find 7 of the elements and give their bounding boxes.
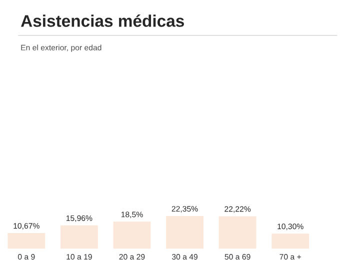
bar <box>166 216 204 249</box>
bar <box>60 225 98 249</box>
chart-title: Asistencias médicas <box>20 14 184 27</box>
bar <box>218 216 256 249</box>
bar <box>113 222 151 249</box>
bar <box>8 233 46 249</box>
bar <box>272 234 310 249</box>
